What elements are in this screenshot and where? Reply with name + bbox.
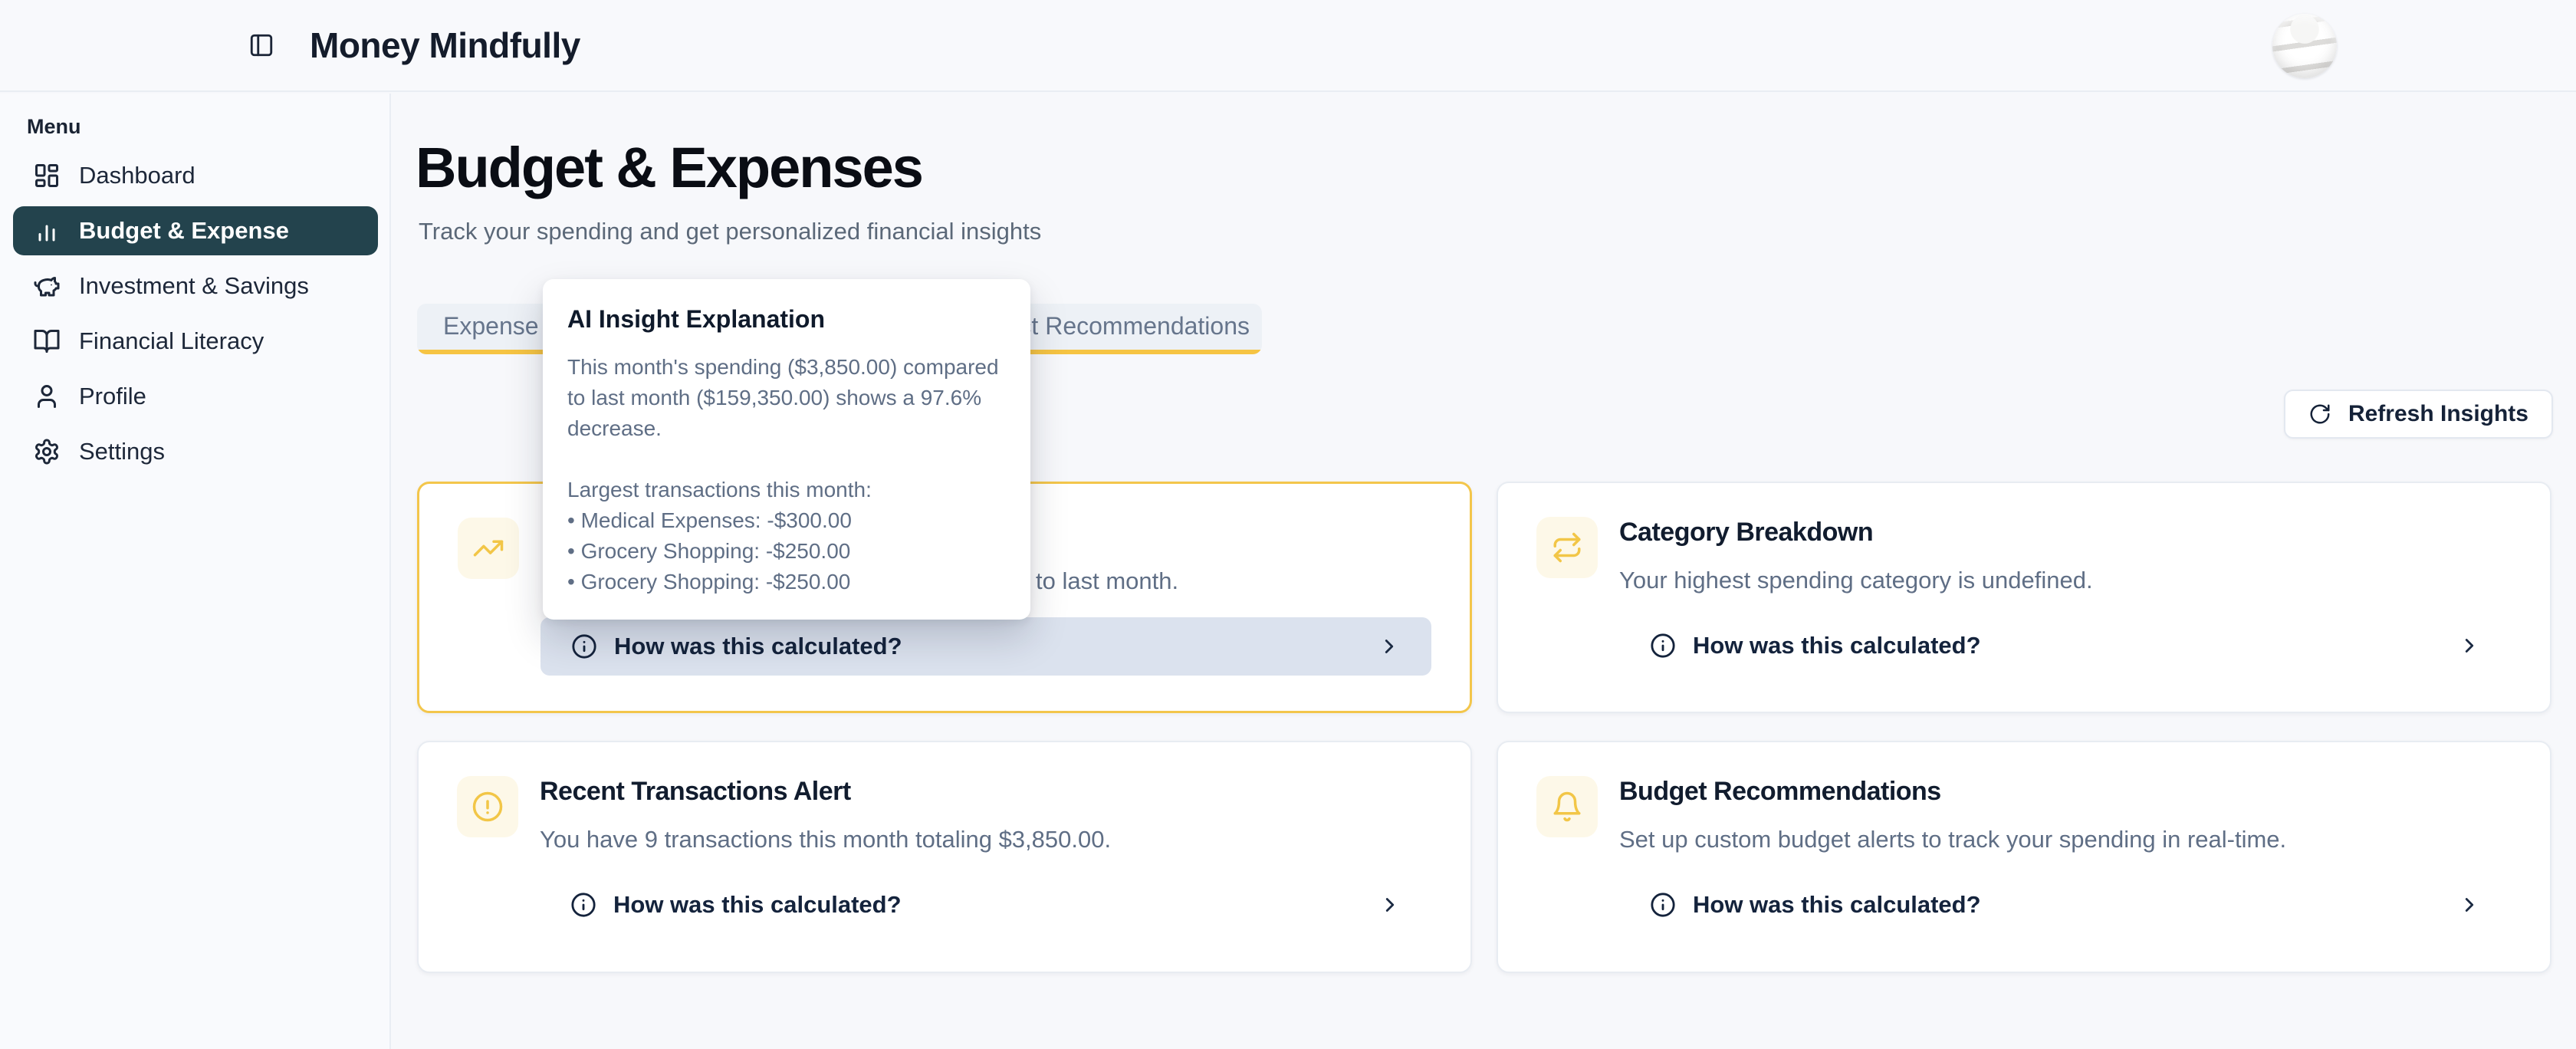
how-calculated-button[interactable]: How was this calculated?: [540, 617, 1431, 676]
page-subtitle: Track your spending and get personalized…: [419, 218, 1042, 245]
chevron-right-icon: [1378, 635, 1401, 658]
sidebar-item-label: Investment & Savings: [79, 272, 309, 299]
info-icon: [570, 892, 596, 918]
book-open-icon: [33, 327, 61, 355]
insight-card-category-breakdown: Category Breakdown Your highest spending…: [1497, 482, 2551, 713]
avatar[interactable]: [2272, 14, 2337, 78]
bar-chart-icon: [33, 217, 61, 245]
how-calculated-button[interactable]: How was this calculated?: [1619, 876, 2512, 934]
sidebar-item-profile[interactable]: Profile: [13, 372, 378, 421]
popover-title: AI Insight Explanation: [567, 305, 826, 333]
sidebar-item-label: Profile: [79, 383, 146, 409]
sidebar-item-label: Settings: [79, 438, 166, 465]
sidebar-item-label: Budget & Expense: [79, 217, 289, 244]
popover-list-item: • Grocery Shopping: -$250.00: [567, 539, 851, 563]
how-calculated-label: How was this calculated?: [1693, 632, 1981, 659]
card-title: Recent Transactions Alert: [540, 777, 851, 806]
sidebar-item-label: Financial Literacy: [79, 327, 264, 354]
top-header: Money Mindfully: [0, 0, 2576, 92]
user-icon: [33, 383, 61, 410]
ai-insight-popover: AI Insight Explanation This month's spen…: [543, 279, 1030, 620]
card-description: Set up custom budget alerts to track you…: [1619, 826, 2287, 853]
trending-up-icon: [458, 518, 519, 579]
refresh-icon: [2308, 403, 2331, 426]
refresh-insights-label: Refresh Insights: [2348, 401, 2528, 426]
panel-left-icon: [248, 32, 279, 58]
refresh-insights-button[interactable]: Refresh Insights: [2283, 390, 2553, 439]
repeat-icon: [1536, 517, 1598, 578]
card-description: Your highest spending category is undefi…: [1619, 567, 2093, 594]
card-description: You have 9 transactions this month total…: [540, 826, 1112, 853]
card-title: Budget Recommendations: [1619, 777, 1941, 806]
how-calculated-label: How was this calculated?: [614, 633, 902, 659]
chevron-right-icon: [2458, 893, 2481, 916]
piggy-bank-icon: [33, 272, 61, 300]
bell-icon: [1536, 776, 1598, 837]
info-icon: [1650, 633, 1676, 659]
app-title: Money Mindfully: [310, 25, 580, 65]
sidebar-item-dashboard[interactable]: Dashboard: [13, 151, 378, 200]
card-description: to last month.: [1036, 567, 1179, 594]
sidebar-item-investment-savings[interactable]: Investment & Savings: [13, 261, 378, 311]
sidebar-item-budget-expense[interactable]: Budget & Expense: [13, 206, 378, 255]
menu-label: Menu: [27, 115, 81, 138]
how-calculated-button[interactable]: How was this calculated?: [1619, 617, 2512, 675]
tab-recommendations[interactable]: ct Recommendations: [1019, 312, 1250, 340]
dashboard-icon: [33, 162, 61, 189]
info-icon: [571, 633, 597, 659]
how-calculated-button[interactable]: How was this calculated?: [540, 876, 1432, 934]
popover-list-heading: Largest transactions this month:: [567, 478, 872, 501]
sidebar-item-financial-literacy[interactable]: Financial Literacy: [13, 317, 378, 366]
gear-icon: [33, 438, 61, 465]
alert-circle-icon: [457, 776, 518, 837]
sidebar: Menu Dashboard Budget & Expense Investme…: [0, 94, 391, 1049]
how-calculated-label: How was this calculated?: [613, 891, 902, 918]
sidebar-item-settings[interactable]: Settings: [13, 427, 378, 476]
sidebar-item-label: Dashboard: [79, 162, 196, 189]
popover-list-item: • Grocery Shopping: -$250.00: [567, 570, 851, 594]
chevron-right-icon: [2458, 634, 2481, 657]
page-title: Budget & Expenses: [416, 136, 924, 199]
tab-expense-analysis[interactable]: Expense A: [443, 312, 560, 340]
chevron-right-icon: [1378, 893, 1401, 916]
insight-card-recent-transactions: Recent Transactions Alert You have 9 tra…: [417, 741, 1472, 973]
popover-body: This month's spending ($3,850.00) compar…: [567, 355, 999, 440]
card-title: Category Breakdown: [1619, 518, 1874, 547]
info-icon: [1650, 892, 1676, 918]
how-calculated-label: How was this calculated?: [1693, 891, 1981, 918]
sidebar-toggle-button[interactable]: [248, 30, 279, 61]
insight-card-budget-recommendations: Budget Recommendations Set up custom bud…: [1497, 741, 2551, 973]
popover-list-item: • Medical Expenses: -$300.00: [567, 508, 852, 532]
